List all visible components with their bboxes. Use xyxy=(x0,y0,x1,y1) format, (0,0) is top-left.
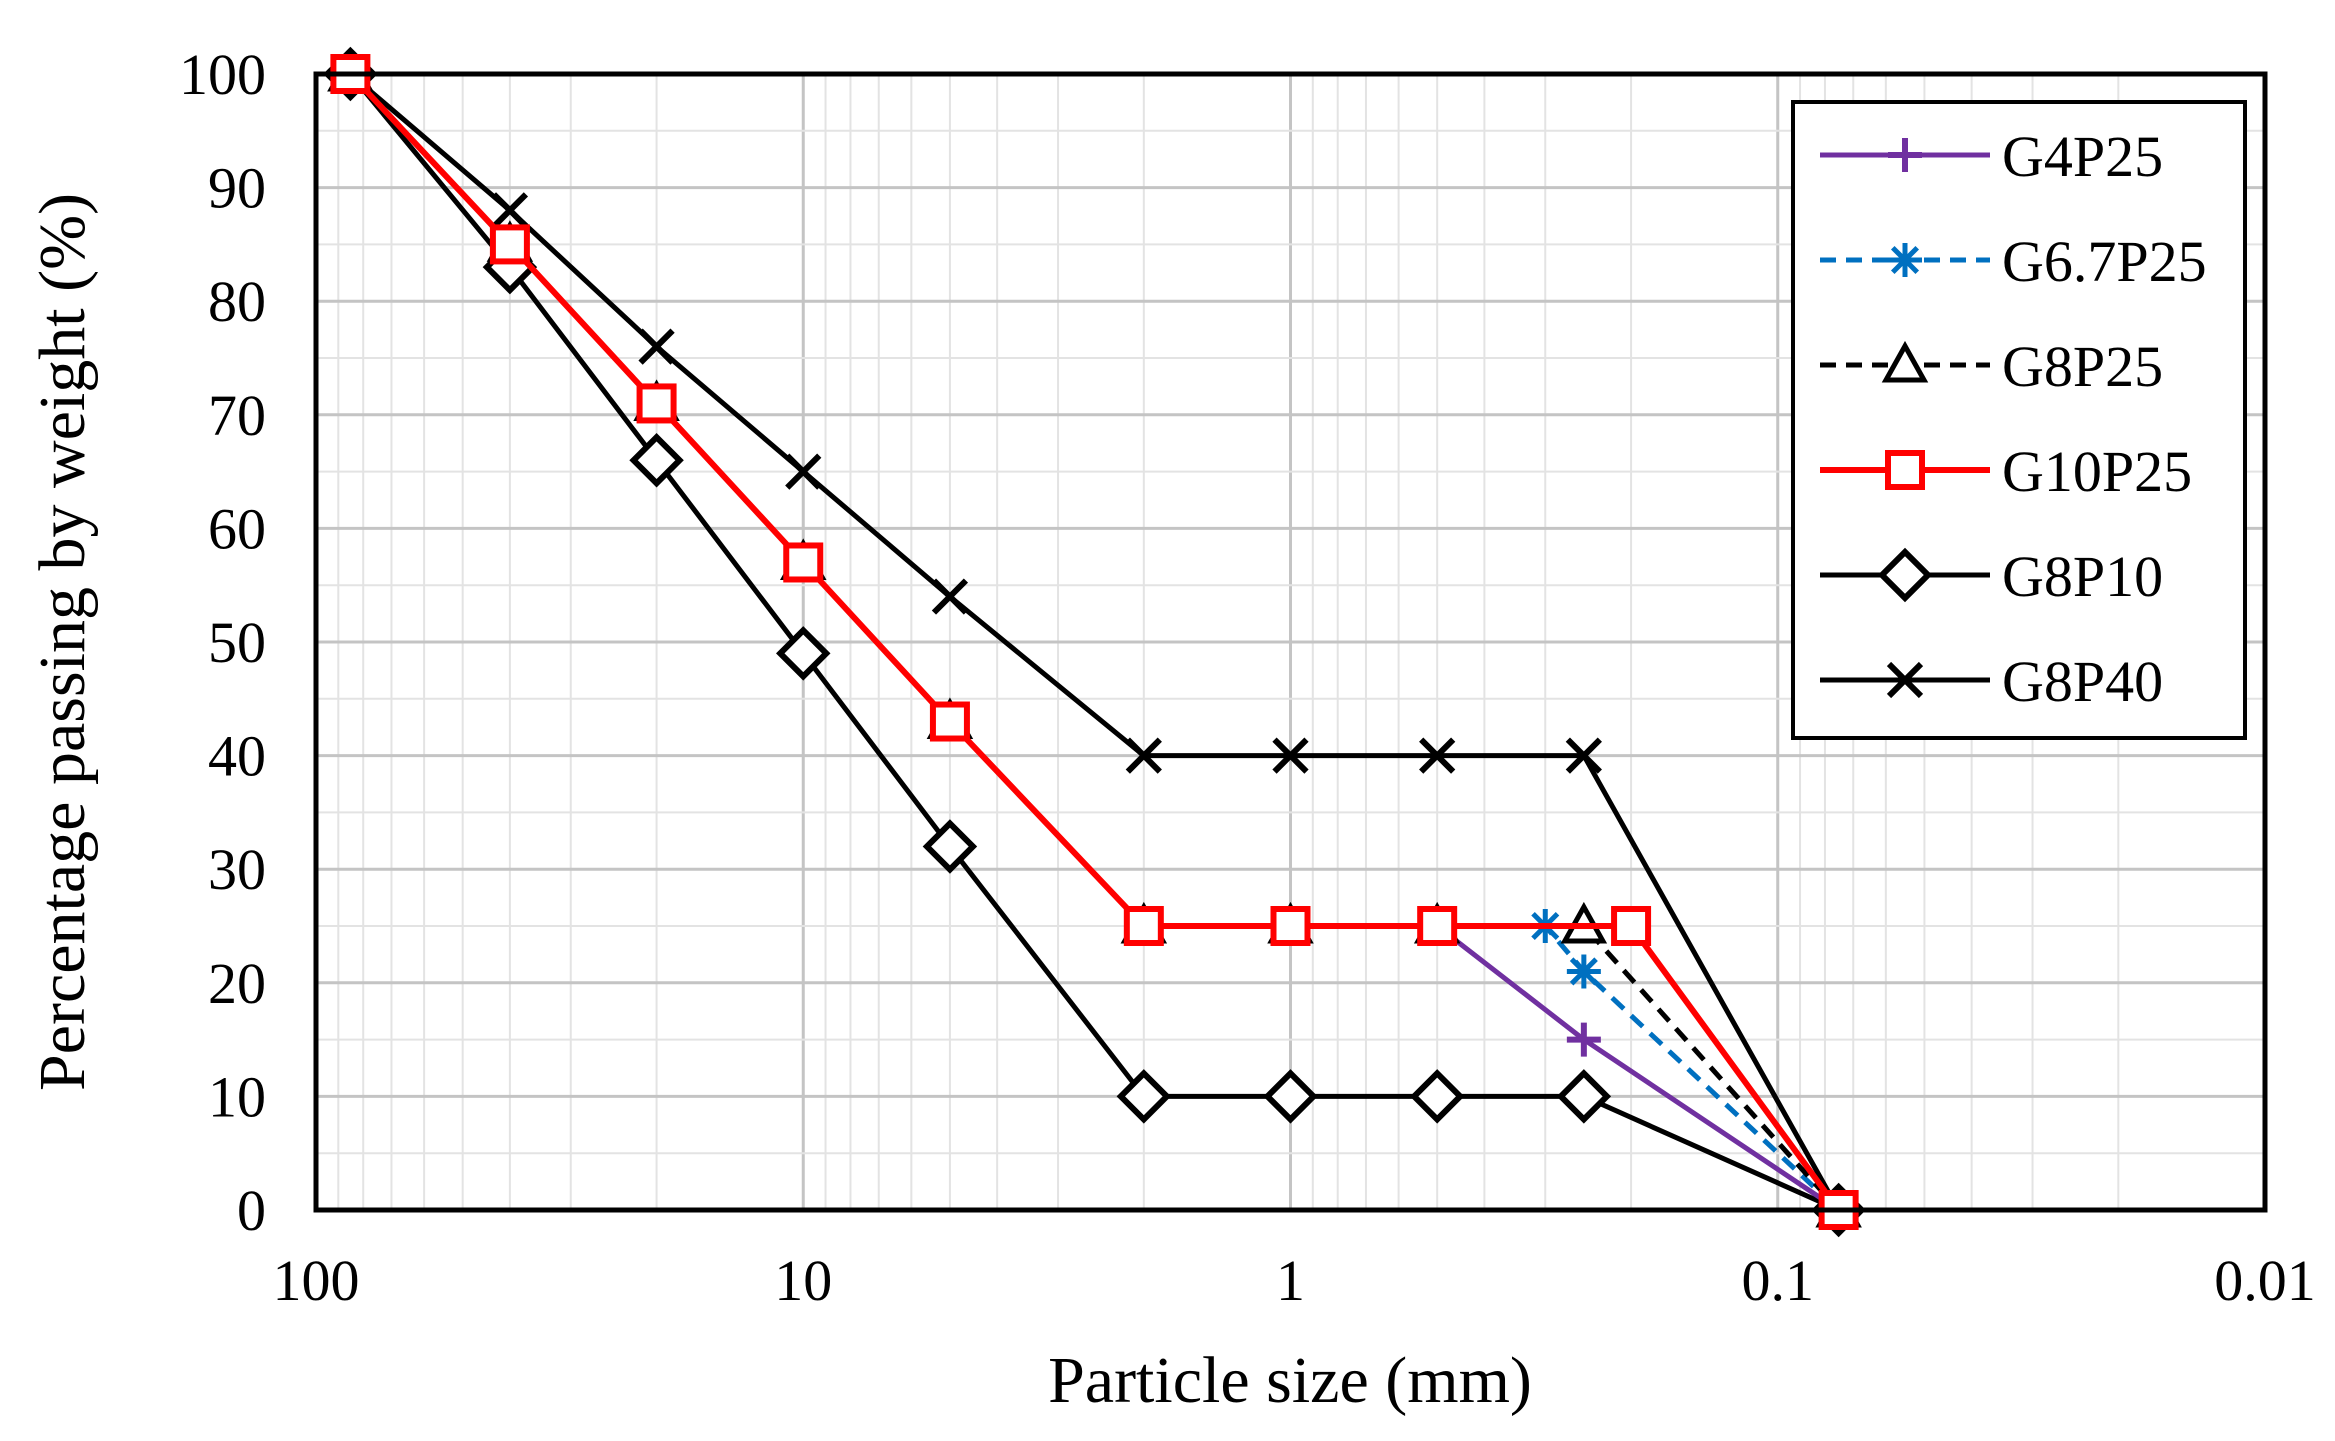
legend-marker-g8p40 xyxy=(1886,661,1924,699)
legend-label-g8p10: G8P10 xyxy=(2002,544,2163,609)
legend-item-g8p25: G8P25 xyxy=(1820,334,2163,399)
x-tick-label: 10 xyxy=(774,1248,832,1313)
y-tick-label: 60 xyxy=(208,496,266,561)
data-point-g4p25 xyxy=(1566,1022,1601,1057)
data-point-g8p10 xyxy=(776,626,831,681)
x-axis-title: Particle size (mm) xyxy=(1048,1344,1532,1417)
series-line-g8p40 xyxy=(348,72,1841,1212)
legend-marker-g4p25 xyxy=(1888,138,1922,172)
data-point-g10p25 xyxy=(1270,906,1311,946)
data-point-g8p10 xyxy=(629,432,684,488)
legend-item-g4p25: G4P25 xyxy=(1820,124,2163,189)
series-line-g10p25 xyxy=(348,71,1842,1212)
x-tick-label: 100 xyxy=(273,1248,360,1313)
legend-item-g8p40: G8P40 xyxy=(1820,649,2163,714)
data-point-g10p25 xyxy=(489,224,530,265)
legend-marker-g8p10 xyxy=(1877,547,1933,603)
x-tick-label: 0.1 xyxy=(1742,1248,1815,1313)
data-point-g8p40 xyxy=(1125,737,1162,774)
legend-label-g6-7p25: G6.7P25 xyxy=(2002,229,2207,294)
legend-label-g10p25: G10P25 xyxy=(2002,439,2192,504)
data-point-g8p40 xyxy=(1419,737,1456,774)
y-tick-label: 70 xyxy=(208,383,266,448)
x-tick-label: 1 xyxy=(1276,1248,1305,1313)
data-point-g8p40 xyxy=(931,578,969,615)
legend-item-g10p25: G10P25 xyxy=(1820,439,2192,504)
data-point-g8p10 xyxy=(1409,1069,1465,1124)
y-tick-label: 30 xyxy=(208,837,266,902)
data-point-g8p10 xyxy=(1263,1069,1318,1124)
data-point-g10p25 xyxy=(1611,906,1652,946)
y-tick-label: 0 xyxy=(237,1178,266,1243)
plot-frame xyxy=(313,71,2268,1213)
data-point-g8p40 xyxy=(638,328,675,365)
data-point-g8p40 xyxy=(1565,737,1602,774)
legend-label-g8p40: G8P40 xyxy=(2002,649,2163,714)
x-tick-label: 0.01 xyxy=(2214,1248,2316,1313)
data-point-g8p10 xyxy=(922,819,978,874)
data-point-g10p25 xyxy=(636,383,677,424)
legend-marker-g6-7p25 xyxy=(1888,243,1922,277)
legend-marker-g8p25 xyxy=(1881,340,1929,383)
data-point-g6-7p25 xyxy=(1566,954,1601,989)
y-tick-label: 100 xyxy=(179,42,266,107)
data-point-g8p40 xyxy=(1272,737,1309,774)
legend-item-g6-7p25: G6.7P25 xyxy=(1820,229,2207,294)
series-line-g8p10 xyxy=(348,72,1840,1213)
y-tick-label: 40 xyxy=(208,724,266,789)
data-point-g10p25 xyxy=(1123,906,1164,946)
y-tick-label: 90 xyxy=(208,156,266,221)
data-point-g8p40 xyxy=(491,192,529,229)
legend: G4P25 G6.7P25 G8P25 G10P25 G8P10 G8P40 xyxy=(1791,100,2247,740)
legend-box xyxy=(1791,100,2247,740)
data-point-g10p25 xyxy=(929,701,970,742)
legend-label-g4p25: G4P25 xyxy=(2002,124,2163,189)
y-tick-label: 10 xyxy=(208,1064,266,1129)
data-point-g10p25 xyxy=(783,542,824,583)
y-axis-ticks: 0 10 20 30 40 50 60 70 80 90 100 xyxy=(179,42,266,1243)
data-point-g10p25 xyxy=(1417,906,1458,946)
data-point-g8p10 xyxy=(1116,1069,1172,1124)
y-tick-label: 80 xyxy=(208,269,266,334)
legend-marker-g10p25 xyxy=(1885,450,1925,490)
x-axis-ticks: 100 10 1 0.1 0.01 xyxy=(273,1248,2316,1313)
series-g8p10 xyxy=(323,46,1866,1238)
data-point-g8p10 xyxy=(1556,1069,1612,1124)
data-point-g8p40 xyxy=(785,453,822,490)
legend-item-g8p10: G8P10 xyxy=(1820,544,2163,609)
legend-label-g8p25: G8P25 xyxy=(2002,334,2163,399)
y-axis-title: Percentage passing by weight (%) xyxy=(26,193,99,1091)
y-tick-label: 50 xyxy=(208,610,266,675)
series-g8p25 xyxy=(327,49,1862,1228)
y-tick-label: 20 xyxy=(208,951,266,1016)
